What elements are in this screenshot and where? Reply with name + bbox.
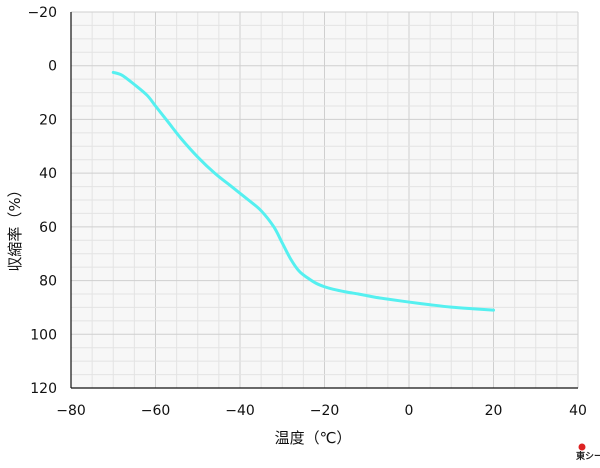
grid-lines — [70, 11, 579, 389]
y-axis-label: 収縮率（%） — [6, 182, 24, 271]
series-layer — [111, 70, 495, 312]
series-line-0 — [111, 70, 495, 312]
x-tick-label: −80 — [56, 403, 86, 419]
y-tick-label: 100 — [30, 327, 57, 343]
y-tick-label: 120 — [30, 381, 57, 397]
x-tick-label: −40 — [225, 403, 255, 419]
x-tick-label: 40 — [569, 403, 587, 419]
logo-text: 東シール — [576, 450, 600, 462]
x-tick-label: −20 — [310, 403, 340, 419]
axes — [70, 12, 578, 389]
y-tick-label: −20 — [27, 5, 57, 21]
x-tick-label: 0 — [405, 403, 414, 419]
y-tick-label: 0 — [48, 59, 57, 75]
x-axis-label: 温度（℃） — [275, 429, 352, 447]
x-tick-label: −60 — [141, 403, 171, 419]
logo-dot-icon — [578, 443, 586, 451]
y-tick-label: 80 — [39, 274, 57, 290]
tick-labels: −80 −60 −40 −20 0 20 40 −20 0 20 40 60 80 100 120 — [27, 5, 586, 419]
y-tick-label: 20 — [39, 112, 57, 128]
y-tick-label: 40 — [39, 166, 57, 182]
x-tick-label: 20 — [485, 403, 503, 419]
company-logo: 東シール — [576, 443, 600, 462]
y-tick-label: 60 — [39, 220, 57, 236]
